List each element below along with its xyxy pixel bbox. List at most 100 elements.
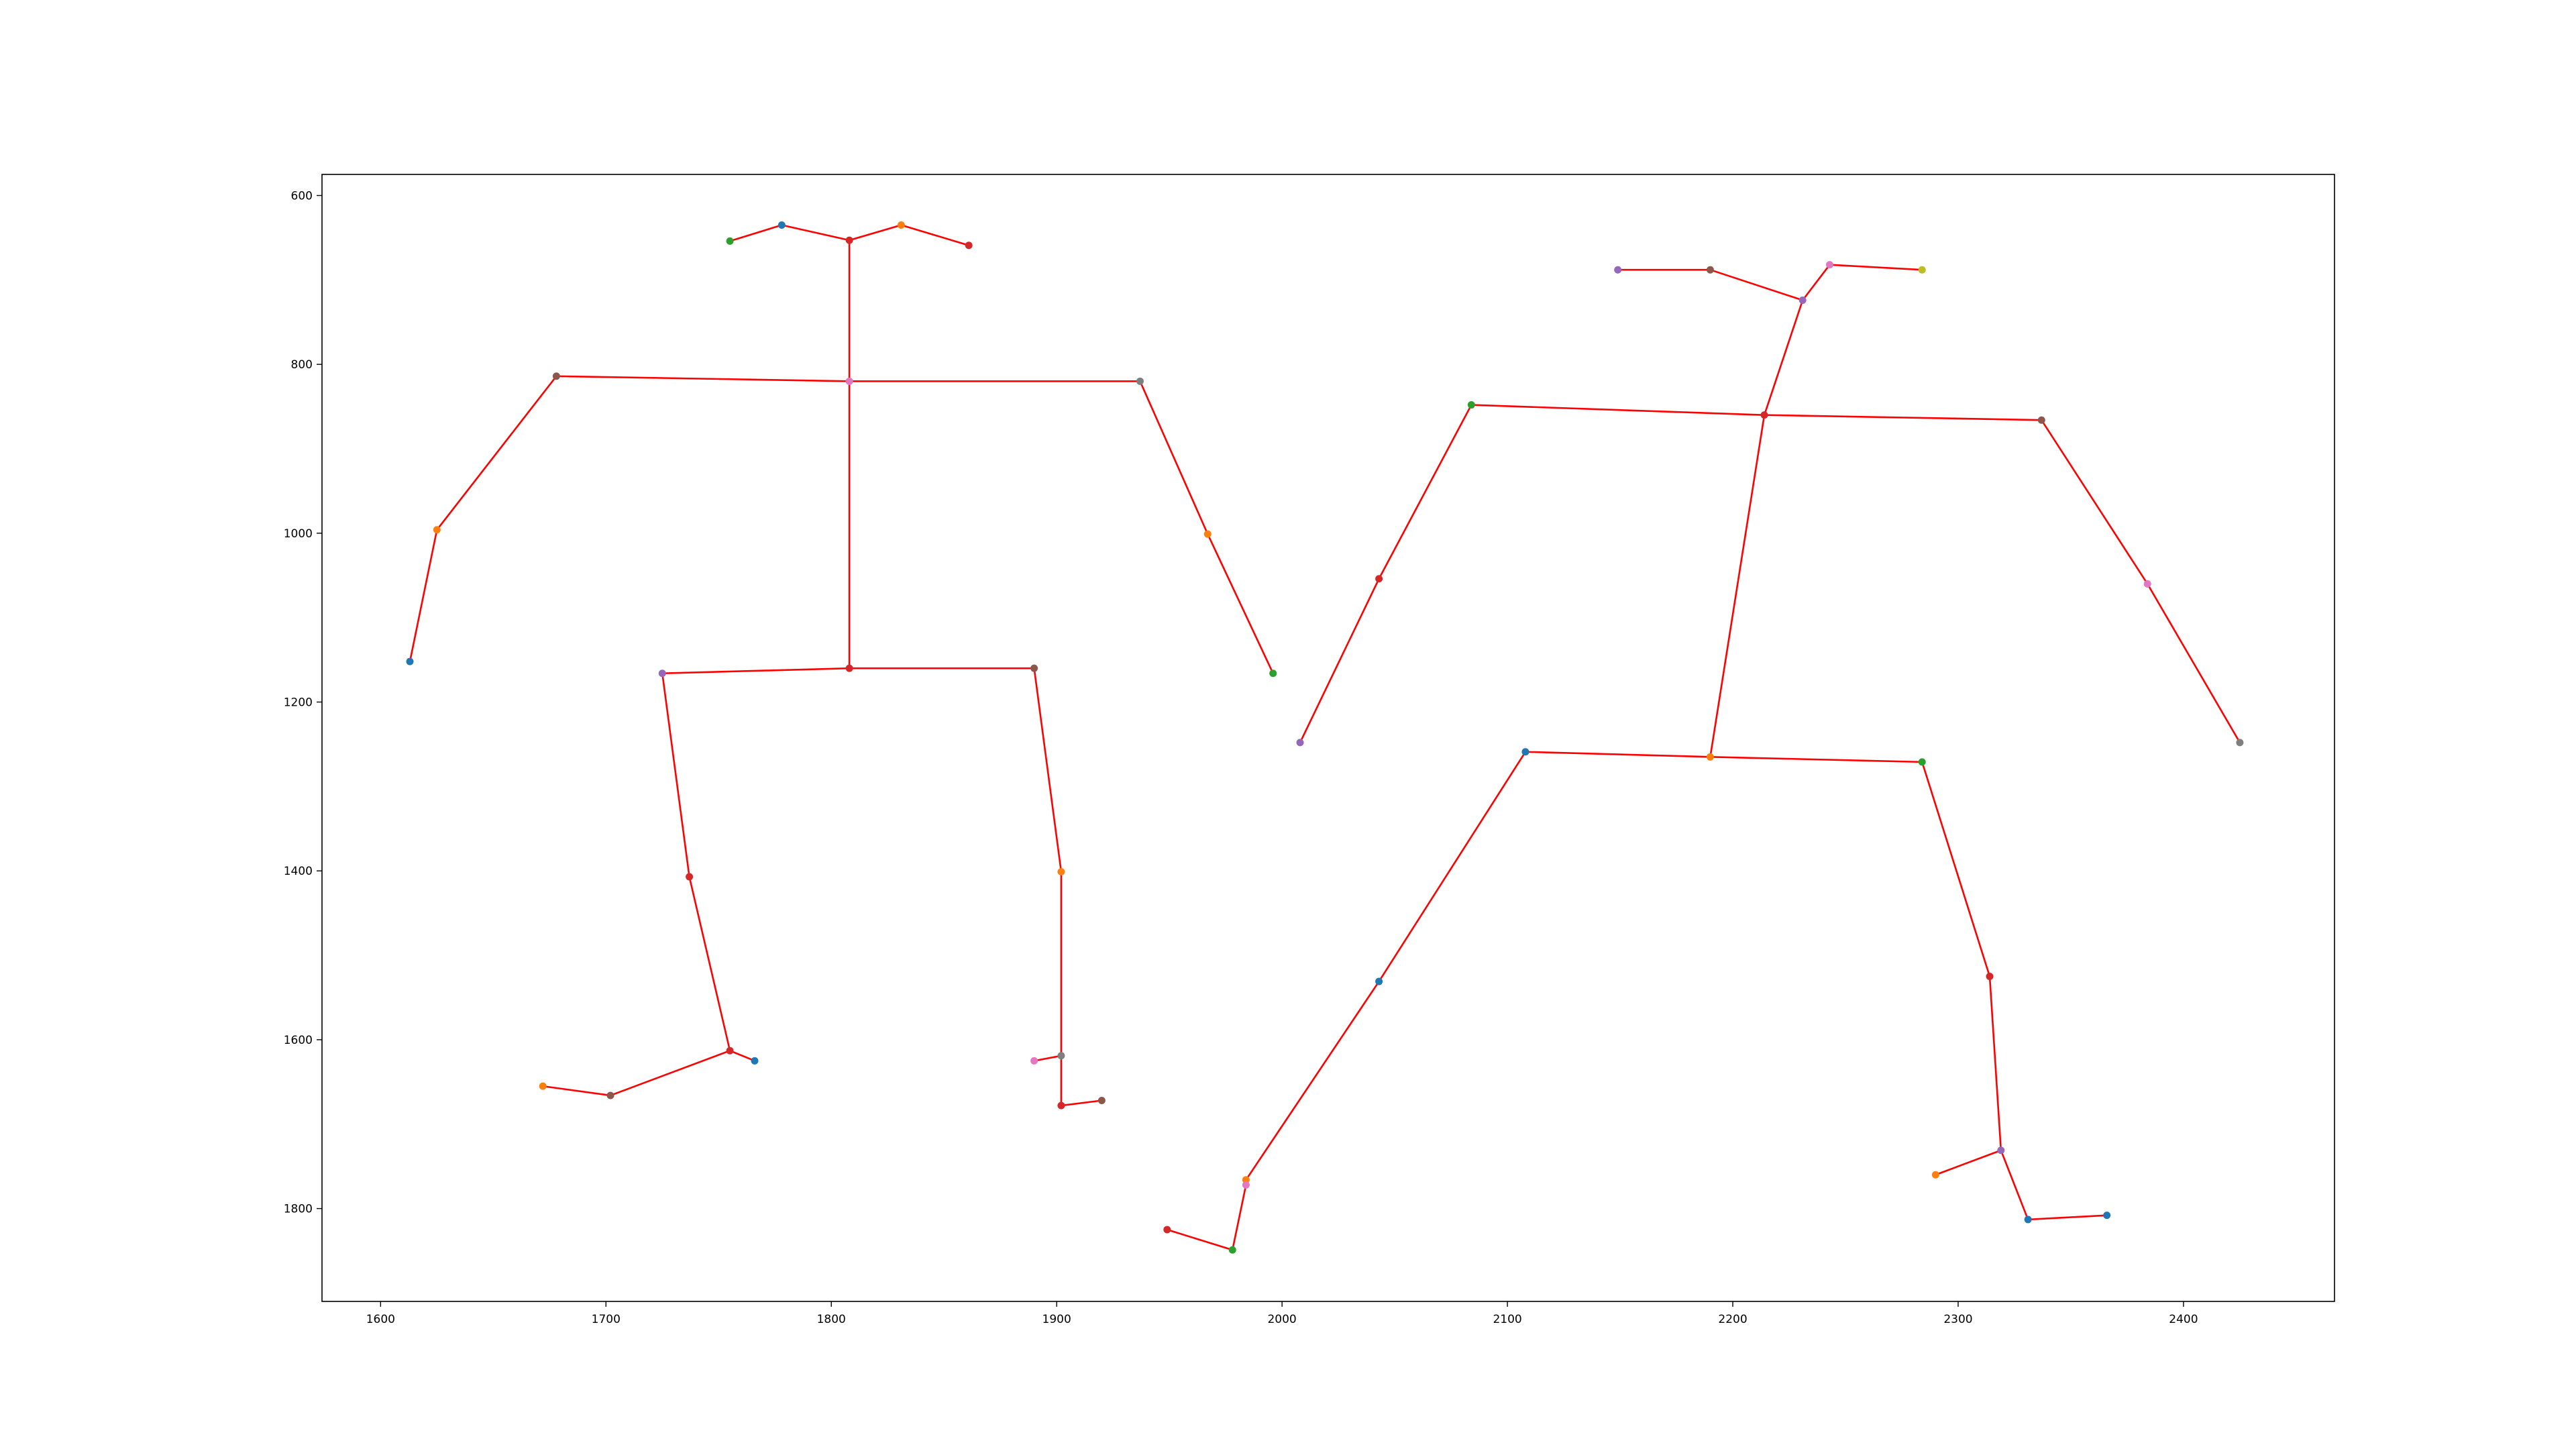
y-tick-label: 600 [291, 189, 313, 203]
keypoint [1760, 411, 1768, 419]
skeleton-bone [610, 1050, 731, 1097]
y-tick-label: 1200 [284, 696, 313, 710]
skeleton-bone [849, 224, 902, 241]
keypoint [1467, 401, 1475, 409]
keypoint [2024, 1216, 2032, 1224]
keypoint [1269, 669, 1277, 678]
keypoint [965, 241, 973, 250]
skeleton-bone [1710, 268, 1803, 301]
keypoint [1030, 1057, 1038, 1065]
y-tick-label: 1400 [284, 865, 313, 878]
y-tick-label: 1000 [284, 527, 313, 541]
keypoint [1706, 266, 1714, 274]
skeleton-bone [1139, 380, 1209, 535]
keypoint [552, 372, 560, 380]
x-tick-label: 1900 [1042, 1313, 1071, 1326]
keypoint [1097, 1096, 1106, 1104]
keypoint [1228, 1246, 1236, 1254]
keypoint [658, 669, 666, 678]
keypoint [2103, 1212, 2111, 1220]
keypoint [726, 237, 734, 245]
keypoint [1997, 1146, 2005, 1155]
skeleton-bone [729, 224, 782, 242]
skeleton-bone [782, 224, 850, 241]
skeleton-bone [1935, 1149, 2002, 1176]
skeleton-bone [1802, 264, 1831, 301]
keypoint [2143, 580, 2151, 588]
keypoint [686, 873, 694, 881]
keypoint [1242, 1181, 1250, 1189]
y-tick-label: 800 [291, 358, 313, 372]
skeleton-bone [1033, 668, 1063, 872]
skeleton-bone [1299, 578, 1380, 743]
keypoint [1203, 530, 1212, 538]
keypoint [726, 1046, 734, 1055]
keypoint [751, 1057, 759, 1065]
keypoint [1799, 297, 1807, 305]
keypoint [1136, 377, 1144, 385]
skeleton-bone [1231, 1185, 1247, 1250]
x-tick-label: 2300 [1943, 1313, 1972, 1326]
keypoint [1030, 664, 1038, 672]
x-tick-label: 2100 [1493, 1313, 1521, 1326]
skeleton-2 [1163, 261, 2244, 1254]
skeleton-bone [556, 375, 850, 382]
keypoint [777, 221, 786, 229]
keypoint [845, 236, 853, 244]
keypoint [845, 664, 853, 672]
keypoint [1375, 575, 1383, 583]
x-tick-label: 2200 [1718, 1313, 1747, 1326]
skeleton-bone [2000, 1150, 2029, 1220]
skeleton-bone [1061, 1099, 1102, 1107]
skeleton-bone [409, 529, 438, 662]
skeleton-bone [1471, 404, 1765, 416]
keypoint [1057, 867, 1065, 875]
y-tick-label: 1800 [284, 1203, 313, 1216]
keypoint [1057, 1102, 1065, 1110]
skeleton-bone [901, 224, 969, 246]
keypoint [1825, 261, 1833, 269]
skeleton-bone [661, 673, 690, 877]
skeleton-bone [2041, 419, 2149, 585]
skeleton-bone [1710, 756, 1923, 763]
keypoint [433, 526, 441, 534]
skeleton-bone [1709, 415, 1766, 757]
plot-frame [321, 174, 2335, 1302]
skeleton-bone [436, 375, 557, 531]
keypoint [1918, 758, 1926, 766]
keypoint [1918, 266, 1926, 274]
skeleton-bone [688, 876, 731, 1051]
skeleton-bone [1245, 981, 1380, 1181]
keypoint [539, 1082, 547, 1090]
keypoint [1706, 753, 1714, 761]
keypoint [1614, 266, 1622, 274]
skeleton-bone [1921, 761, 1991, 977]
x-axis: 1600 1700 1800 1900 2000 2100 2200 2300 2400 [366, 1301, 2198, 1326]
skeleton-bone [1207, 533, 1274, 674]
skeleton-bone [729, 1050, 755, 1062]
skeleton-bone [1764, 414, 2042, 421]
skeleton-bone [1988, 976, 2002, 1150]
y-axis: 600 800 1000 1200 1400 1600 1800 [284, 189, 322, 1216]
x-tick-label: 1600 [366, 1313, 395, 1326]
skeleton-bone [1763, 300, 1804, 416]
skeleton-layer [406, 221, 2244, 1254]
x-tick-label: 2400 [2169, 1313, 2198, 1326]
skeleton-bone [1378, 751, 1527, 982]
keypoint [2236, 739, 2244, 747]
keypoint [897, 221, 905, 229]
x-tick-label: 1700 [592, 1313, 621, 1326]
skeleton-bone [1167, 1228, 1233, 1251]
x-tick-label: 1800 [817, 1313, 846, 1326]
keypoint [845, 377, 853, 385]
skeleton-bone [2147, 583, 2241, 743]
keypoint [1986, 973, 1994, 981]
keypoint [1163, 1226, 1171, 1234]
skeleton-bone [1034, 1055, 1062, 1062]
keypoint [1521, 748, 1529, 756]
skeleton-bone [543, 1085, 611, 1097]
keypoint [2037, 416, 2045, 424]
skeleton-bone [1829, 264, 1923, 271]
